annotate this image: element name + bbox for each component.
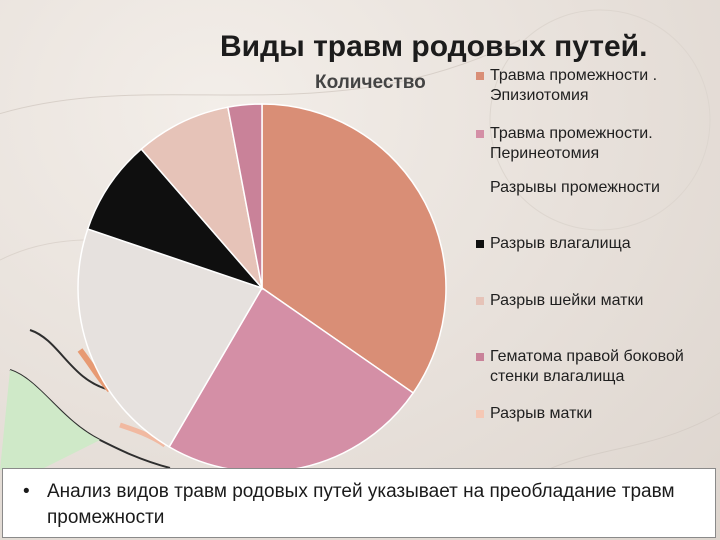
legend-label: Разрыв влагалища [490, 235, 631, 252]
legend-item-7: Разрыв матки [476, 404, 716, 424]
legend-item-1: Травма промежности . Эпизиотомия [476, 66, 716, 106]
legend-item-3: Разрывы промежности [476, 178, 716, 198]
legend-swatch [476, 130, 484, 138]
bullet-paragraph: • Анализ видов травм родовых путей указы… [23, 479, 703, 531]
legend-item-2: Травма промежности. Перинеотомия [476, 124, 716, 164]
legend-label: Гематома правой боковой стенки влагалища [490, 348, 684, 385]
slide-title: Виды травм родовых путей. [220, 30, 648, 63]
chart-title: Количество [315, 72, 426, 93]
pie-slice-6 [226, 103, 263, 289]
bullet-text: Анализ видов травм родовых путей указыва… [47, 481, 675, 528]
legend-swatch [476, 240, 484, 248]
legend-swatch [476, 353, 484, 361]
legend-item-5: Разрыв шейки матки [476, 291, 716, 311]
pie-slice-2 [168, 286, 415, 473]
legend-label: Разрыв шейки матки [490, 292, 644, 309]
pie-slice-3 [77, 228, 264, 448]
legend-swatch [476, 410, 484, 418]
pie-slice-1 [261, 103, 447, 394]
legend-label: Разрывы промежности [490, 179, 660, 196]
legend-item-4: Разрыв влагалища [476, 234, 716, 254]
pie-slice-4 [86, 148, 265, 290]
legend-label: Травма промежности . Эпизиотомия [490, 67, 658, 104]
legend-swatch [476, 72, 484, 80]
legend-label: Травма промежности. Перинеотомия [490, 125, 653, 162]
pie-slice-5 [140, 106, 264, 291]
bullet-point-icon: • [23, 481, 30, 502]
bullet-textbox: • Анализ видов травм родовых путей указы… [2, 468, 716, 538]
legend-label: Разрыв матки [490, 405, 593, 422]
legend-item-6: Гематома правой боковой стенки влагалища [476, 347, 716, 387]
legend-swatch [476, 297, 484, 305]
